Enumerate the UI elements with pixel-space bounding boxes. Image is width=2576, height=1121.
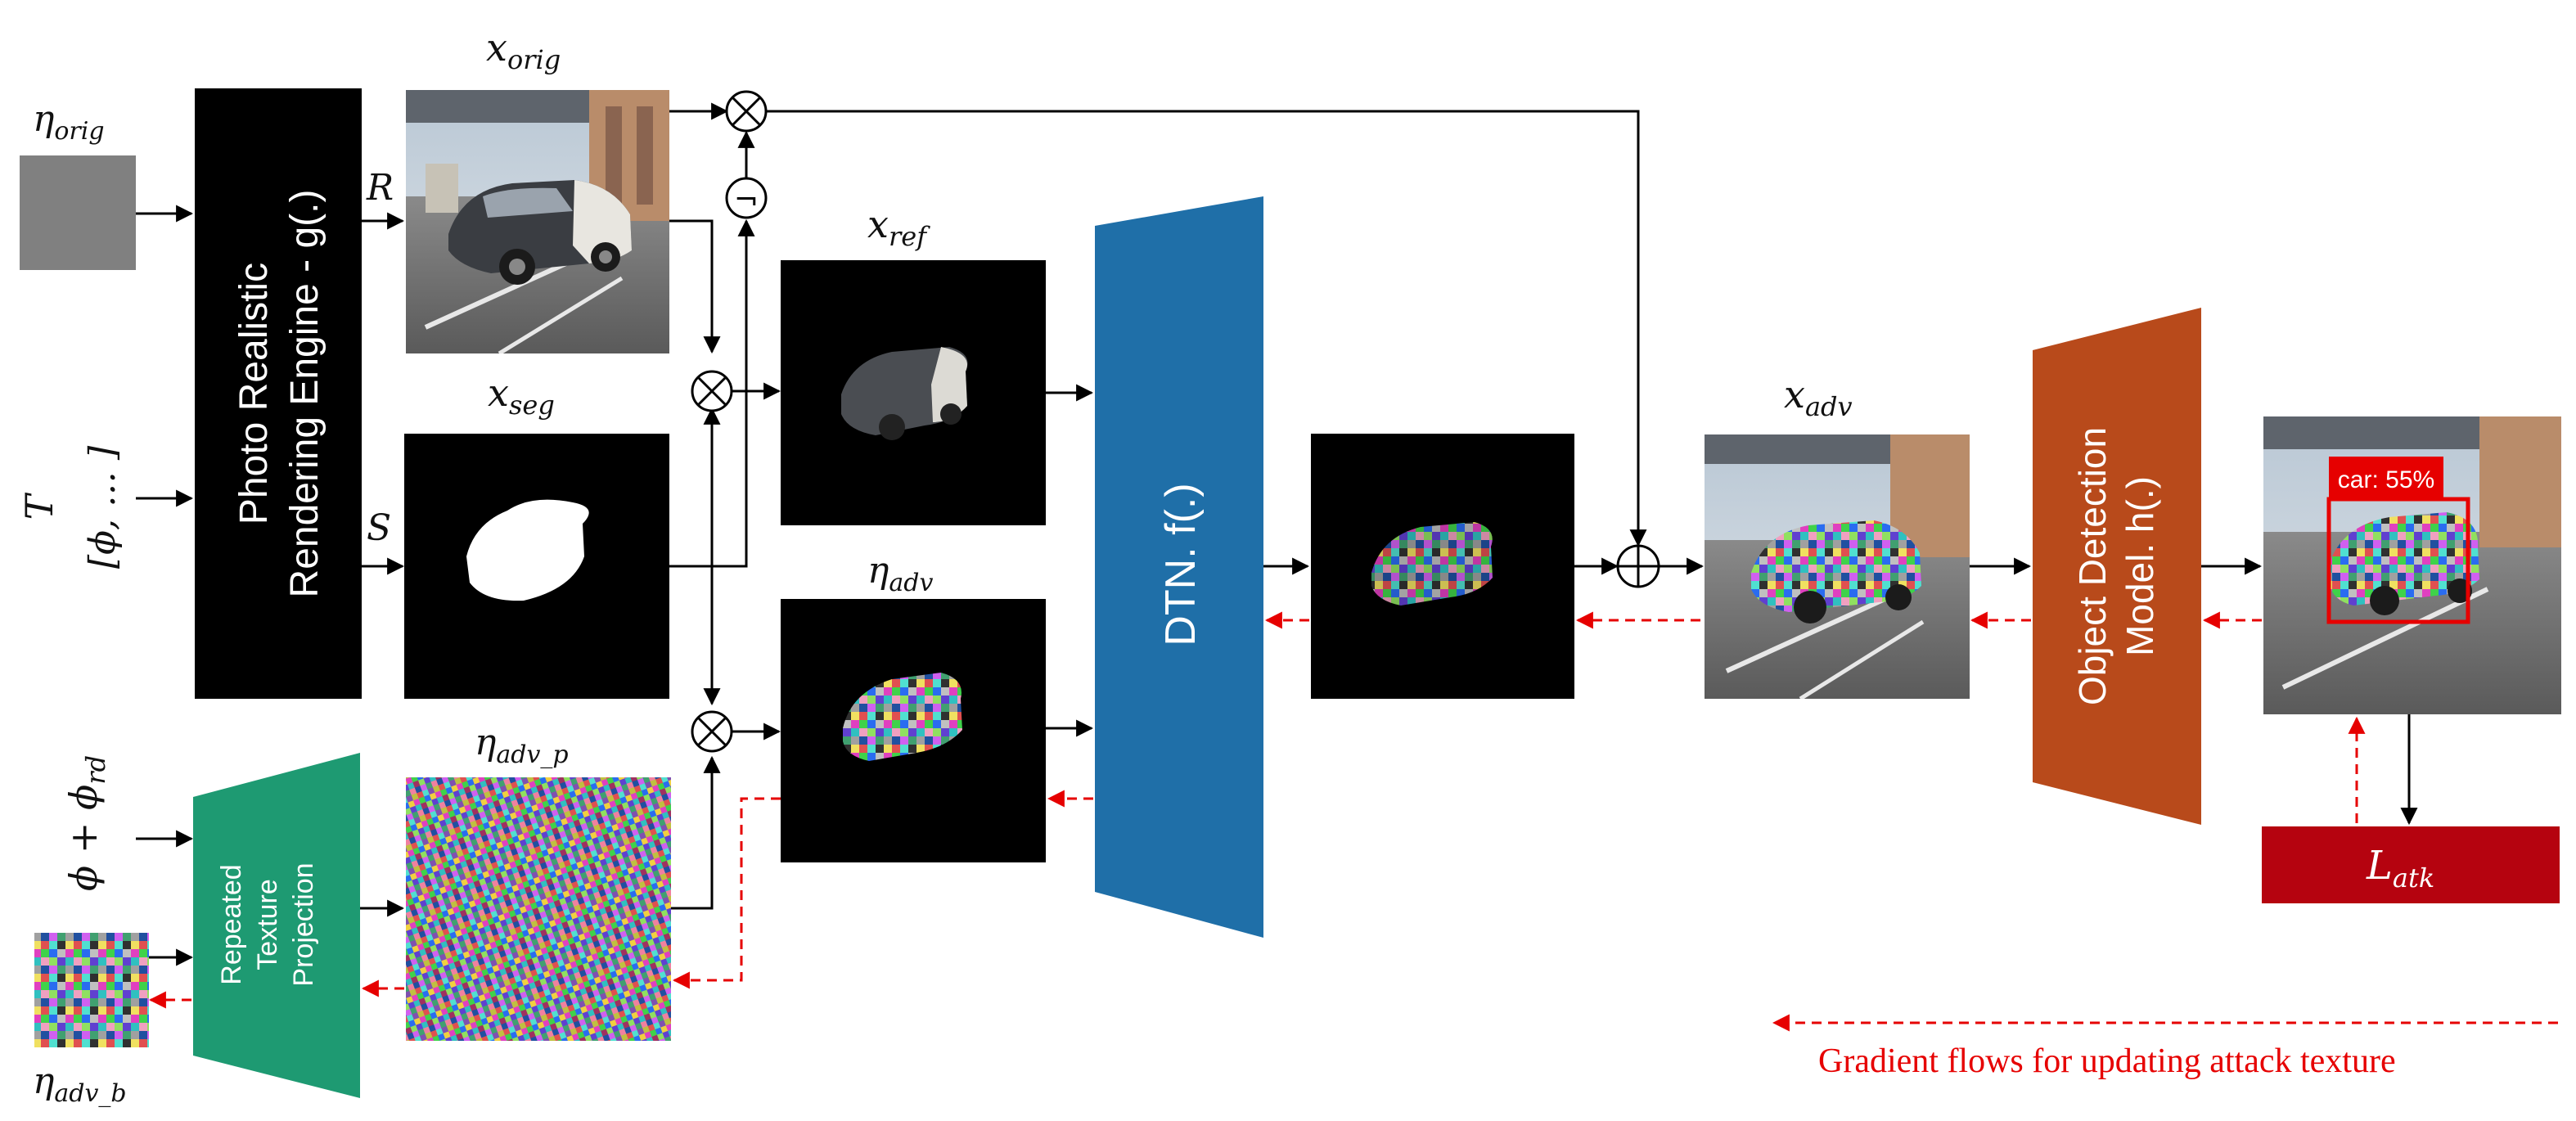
t-label-group: T [ϕ, … ] xyxy=(17,445,124,569)
gradient-wire-to-eta-adv-p xyxy=(672,797,862,989)
multiply-op-top xyxy=(725,90,768,133)
gray-texture-square xyxy=(20,155,136,270)
wire-eta-adv-p-up xyxy=(671,755,721,910)
dtn-block xyxy=(1095,196,1263,938)
eta-adv-car xyxy=(843,673,962,761)
legend-text: Gradient flows for updating attack textu… xyxy=(1818,1042,2396,1080)
projection-label-3: Projection xyxy=(288,862,319,986)
wire-top-multiply-to-add xyxy=(766,110,1647,547)
eta-adv-b-label: ηadv_b xyxy=(33,1060,127,1108)
projection-label-1: Repeated xyxy=(216,864,247,984)
dtn-label: DTN. f(.) xyxy=(1157,483,1205,646)
phi-set-label: [ϕ, … ] xyxy=(82,445,124,569)
phi-rd-label: ϕ + ϕrd xyxy=(61,755,111,891)
eta-orig-label: ηorig xyxy=(33,98,105,146)
negate-op: ¬ xyxy=(725,177,768,219)
detection-label-bg xyxy=(2329,457,2443,499)
wire-x-seg-out xyxy=(669,218,755,568)
detection-label: car: 55% xyxy=(2338,466,2434,493)
object-detection-block xyxy=(2033,308,2201,825)
x-adv-label: xadv xyxy=(1784,372,1853,422)
svg-text:¬: ¬ xyxy=(734,183,759,217)
x-adv-image xyxy=(1705,434,1970,699)
t-label: T xyxy=(17,492,61,520)
eta-adv-p-image xyxy=(406,777,671,1041)
x-orig-label: xorig xyxy=(486,25,561,75)
attack-loss-block xyxy=(2262,826,2560,903)
base-texture-image xyxy=(34,933,149,1047)
wire-x-orig-down xyxy=(669,219,721,354)
rendering-engine-label-2: Rendering Engine - g(.) xyxy=(283,190,327,598)
segmentation-car-mask xyxy=(466,502,589,601)
eta-adv-label: ηadv xyxy=(867,550,933,597)
phi-rd-label-group: ϕ + ϕrd xyxy=(61,755,111,891)
detector-label-1: Object Detection xyxy=(2071,427,2114,705)
multiply-op-mid xyxy=(691,370,733,412)
eta-adv-p-label: ηadv_p xyxy=(475,722,569,769)
x-ref-label: xref xyxy=(867,202,930,252)
multiply-op-bottom xyxy=(691,710,733,753)
dtn-output-car xyxy=(1371,522,1493,606)
attack-loss-label: Latk xyxy=(2366,843,2434,894)
x-seg-label: xseg xyxy=(488,371,555,421)
detector-label-2: Model. h(.) xyxy=(2119,476,2161,656)
rendering-engine-block xyxy=(195,88,362,699)
texture-projection-block xyxy=(193,753,360,1098)
x-orig-image xyxy=(406,90,669,353)
s-label: S xyxy=(367,507,391,549)
add-op xyxy=(1616,544,1660,588)
rendering-engine-label-1: Photo Realistic xyxy=(232,263,276,524)
r-label: R xyxy=(366,167,394,209)
projection-label-2: Texture xyxy=(252,879,283,970)
